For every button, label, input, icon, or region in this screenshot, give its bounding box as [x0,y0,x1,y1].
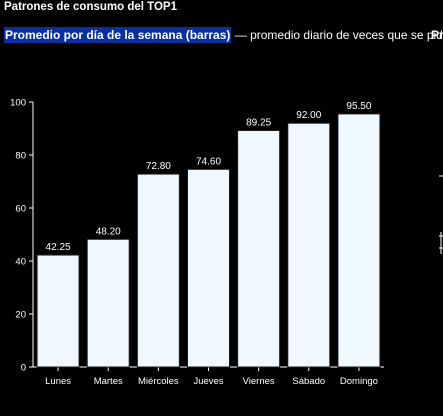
bar-data-label: 92.00 [296,110,321,121]
bar [237,129,281,368]
chart-panel-title: Patrones de consumo del TOP1 [4,1,177,13]
y-tick-label: 40 [15,257,26,268]
adjacent-panel-title: Pr [431,28,443,42]
bar-data-label: 74.60 [196,156,221,167]
y-tick-label: 0 [21,363,26,374]
x-tick-label: Lunes [45,376,71,387]
x-tick-label: Jueves [193,376,223,387]
bars-layer [36,113,381,368]
x-tick-label: Domingo [340,376,378,387]
y-tick-label: 20 [15,310,26,321]
bar [36,254,80,368]
bar-data-label: 48.20 [96,226,121,237]
x-tick-label: Viernes [243,376,275,387]
bar-data-label: 95.50 [346,101,371,112]
bar-data-label: 42.25 [46,242,71,253]
x-tick-label: Sábado [292,376,325,387]
adjacent-panel-edge-marks [439,175,443,254]
x-tick-label: Miércoles [138,376,179,387]
bar-data-label: 72.80 [146,161,171,172]
bar [287,122,331,368]
y-tick-label: 100 [10,98,26,109]
y-tick-label: 60 [15,204,26,215]
subtitle-description: — promedio diario de veces que se pide [231,28,443,42]
bar [337,113,381,368]
x-tick-label: Martes [94,376,123,387]
bar-data-label: 89.25 [246,117,271,128]
subtitle-highlight: Promedio por día de la semana (barras) [4,27,232,43]
bar [187,168,230,368]
chart-subtitle: Promedio por día de la semana (barras) —… [4,26,443,44]
y-tick-label: 80 [15,151,26,162]
labels-layer: Lunes 42.25 Martes 48.20 Miércoles 72.80 Jueve… [45,101,378,387]
bar [86,238,130,368]
bar [136,173,180,368]
